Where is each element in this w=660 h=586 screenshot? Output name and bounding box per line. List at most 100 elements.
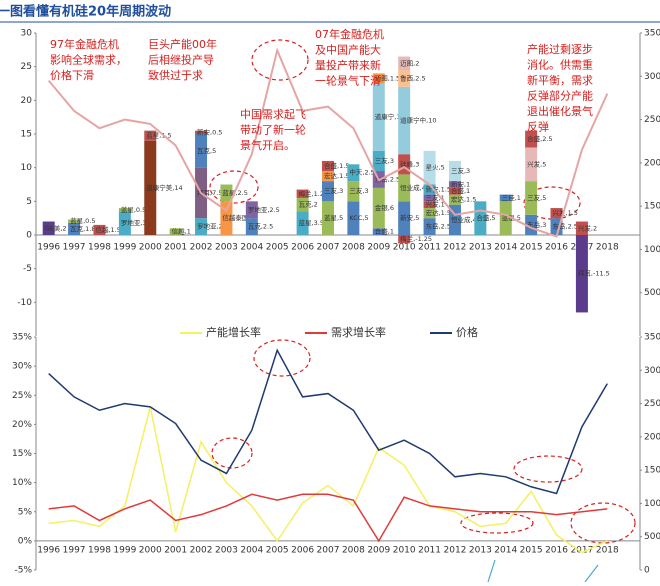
segment-label: 星火,5 [426,164,445,172]
bar-segment [220,184,233,202]
bar-segment [525,181,538,215]
bar-segment [245,201,258,219]
series-line [48,348,608,495]
bar-segment [195,218,208,235]
y-tick-label: 20% [12,420,32,430]
x-tick-label: 1998 [88,243,111,253]
y-tick-label: 25 [21,62,32,72]
y-tick-label: 0 [26,231,32,241]
segment-label: 瓦克,1.8 [70,225,95,233]
y2-tick-label: 20000 [644,432,660,442]
y2-tick-label: 0 [644,566,650,576]
y2-tick-label: 30000 [644,366,660,376]
segment-label: 梅兰,-1.25 [400,234,432,243]
x-tick-label: 2007 [317,243,340,253]
bar-segment [398,70,411,87]
x-tick-label: 2009 [367,546,390,556]
bar-segment [525,147,538,182]
bar-segment [398,201,411,235]
segment-label: 拜耳,-11.5 [578,269,610,278]
bar-segment [575,221,588,235]
segment-label: 瓦克,2 [299,201,318,209]
x-tick-label: 2012 [444,243,467,253]
y-tick-label: 5 [26,197,32,207]
segment-label: 迈图,1.5 [375,74,400,82]
x-tick-label: 2004 [240,243,263,253]
segment-label: 东岳,3 [527,220,546,229]
bar-segment [448,160,461,182]
segment-label: 罗地亚,3.5 [121,218,153,227]
bar-segment [42,221,55,235]
annotation: 退出催化景气 [527,104,593,118]
segment-label: 三友,3 [451,166,470,175]
series-line [48,406,608,554]
segment-label: 瓦克,5 [197,147,216,155]
annotation: 07年金融危机 [315,27,384,41]
segment-label: 兴发,5 [527,159,546,168]
y-tick-label: 5% [18,507,33,517]
bar-segment [448,181,461,188]
segment-label: 三友,3 [349,186,368,195]
bar-segment [169,228,182,235]
x-tick-label: 2011 [418,546,441,556]
segment-label: 蓝星,5 [324,213,343,222]
x-tick-label: 2018 [596,546,619,556]
bar-segment [296,197,309,212]
segment-label: 拜耳,7.5 [197,188,222,197]
segment-label: 罗地亚,2.5 [248,205,280,214]
x-tick-label: 2003 [215,546,238,556]
annotation: 新平衡，需求 [527,73,593,87]
annotation: 景气开启。 [240,138,295,152]
x-tick-label: 2005 [266,243,289,253]
annotation: 影响全球需求， [50,53,127,67]
x-tick-label: 2001 [164,546,187,556]
segment-label: 信越泰国,5 [222,213,254,222]
bar-segment [68,222,81,235]
y-tick-label: 15% [12,449,32,459]
legend-label: 需求增长率 [331,325,386,339]
bar-segment [93,224,106,235]
bar-segment [322,181,334,202]
x-tick-label: 2013 [469,243,492,253]
x-tick-label: 2000 [139,546,162,556]
y-tick-label: 10 [21,163,33,173]
bar-segment [398,235,411,244]
bar-segment [575,235,588,313]
bar-segment [220,201,233,235]
segment-label: 新安,0.5 [197,127,222,136]
x-tick-label: 1999 [113,546,136,556]
segment-label: 兴发,1 [426,200,445,209]
segment-label: 宏达,1.5 [451,195,476,204]
segment-label: 三友,1 [426,193,445,202]
annotation: 反弹部分产能 [527,89,593,103]
y2-tick-label: 15000 [644,202,660,212]
segment-label: 恒业成,4.5 [451,215,483,224]
bar-segment [347,201,360,235]
bar-segment [550,218,563,235]
bar-segment [372,187,385,229]
legend-label: 产能增长率 [206,325,261,339]
segment-label: 兴发,1.5 [553,208,578,217]
segment-label: 兴发,2 [578,223,597,232]
segment-label: 迈图,2 [400,59,419,67]
annotation: 带动了新一轮 [240,123,306,137]
segment-label: 道康宁,10 [375,112,405,121]
x-tick-label: 2013 [469,546,492,556]
x-tick-label: 1996 [37,243,60,253]
bar-segment [423,194,436,202]
bar-segment [195,134,208,168]
y2-tick-label: 25000 [644,399,660,409]
x-tick-label: 2014 [494,243,517,253]
y-tick-label: 25% [12,391,32,401]
y-tick-label: 0% [18,536,33,546]
annotation: 中国需求起飞 [240,108,306,121]
bar-segment [118,211,131,235]
x-tick-label: 2008 [342,546,365,556]
x-tick-label: 1996 [37,546,60,556]
segment-label: 宏达,1.5 [426,208,451,217]
segment-label: 蓝星,0.5 [70,216,95,225]
bar-segment [550,208,563,219]
bar-segment [68,219,81,223]
segment-label: 合盛,1.5 [324,161,349,170]
